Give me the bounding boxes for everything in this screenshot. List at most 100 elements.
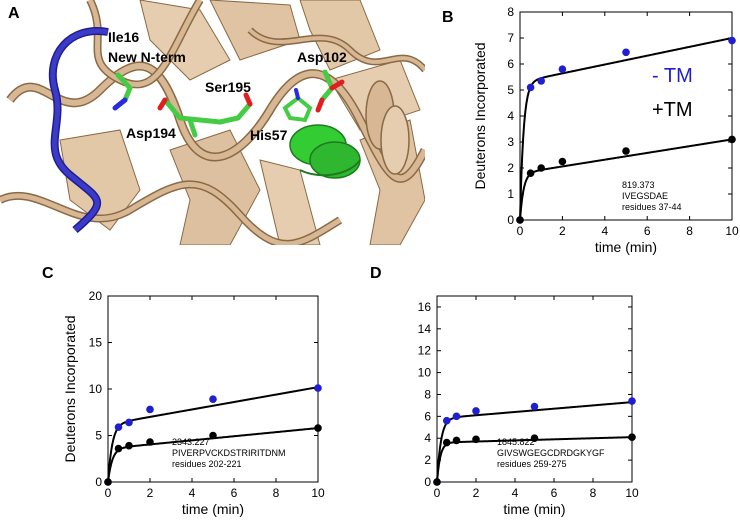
chart-0-y-tick-label: 2 — [507, 161, 514, 175]
peptide-seq-b: IVEGSDAE — [622, 191, 668, 201]
chart-0-y-axis-label: Deuterons Incorporated — [472, 42, 488, 189]
chart-0-series-1-point — [526, 169, 535, 177]
helix-right — [365, 80, 410, 175]
label-asp194: Asp194 — [126, 125, 176, 141]
chart-0-series-0-point — [558, 65, 567, 73]
chart-2-series-0-point — [442, 416, 451, 425]
chart-0-y-tick-label: 0 — [507, 213, 514, 227]
chart-1-x-tick-label: 6 — [231, 486, 238, 500]
chart-2-x-tick-label: 4 — [512, 486, 519, 500]
panel-b-chart: B 0 2 4 6 8 10 0 1 2 3 4 5 6 7 8 time (min) Deuterons In… — [442, 5, 739, 255]
chart-0-x-tick-label: 4 — [601, 224, 608, 238]
chart-0-series-1-point — [728, 135, 736, 144]
chart-0-y-tick-label: 6 — [507, 57, 514, 71]
chart-2-plot-frame — [436, 295, 633, 483]
chart-1-series-1-point — [114, 444, 123, 453]
panel-d-chart: D 0 2 4 6 8 10 0 2 4 6 8 10 12 14 16 time (min) 1845.82… — [370, 265, 639, 517]
peptide-mass-d: 1845.822 — [497, 437, 535, 447]
chart-0-fit-curve-0 — [519, 37, 733, 221]
chart-1-y-tick-label: 20 — [89, 289, 103, 303]
chart-0-x-tick-label: 2 — [559, 224, 566, 238]
chart-2-y-tick-label: 0 — [424, 475, 431, 489]
peptide-seq-d: GIVSWGEGCDRDGKYGF — [497, 448, 605, 458]
chart-0-y-tick-label: 7 — [507, 31, 514, 45]
chart-1-series-1-point — [209, 431, 217, 440]
chart-2-y-tick-label: 6 — [424, 409, 431, 423]
chart-0-y-tick-label: 1 — [507, 187, 514, 201]
peptide-seq-c: PIVERPVCKDSTRIRITDNM — [172, 448, 286, 458]
chart-2-y-tick-label: 12 — [418, 344, 432, 358]
chart-1-x-tick-label: 4 — [189, 486, 196, 500]
chart-2-y-tick-label: 8 — [424, 387, 431, 401]
chart-2-series-0-point — [472, 407, 480, 415]
chart-0-x-tick-label: 10 — [725, 224, 739, 238]
chart-0-x-tick-label: 8 — [686, 224, 693, 238]
label-new-n-term: New N-term — [108, 49, 186, 65]
chart-2-y-tick-label: 2 — [424, 453, 431, 467]
peptide-mass-c: 2343.227 — [172, 437, 210, 447]
label-his57: His57 — [250, 127, 288, 143]
peptide-residues-d: residues 259-275 — [497, 459, 567, 469]
chart-1-series-1-point — [125, 441, 133, 450]
chart-2-fit-curve-0 — [436, 401, 633, 483]
chart-1-series-1-point — [146, 438, 154, 446]
chart-0-series-0-point — [537, 77, 545, 85]
chart-0-x-tick-label: 0 — [517, 224, 524, 238]
panel-a-letter: A — [8, 5, 20, 22]
chart-2-x-tick-label: 10 — [625, 486, 639, 500]
chart-1-y-tick-label: 5 — [95, 429, 102, 443]
panel-d-letter: D — [370, 265, 382, 282]
chart-1-y-tick-label: 10 — [89, 382, 103, 396]
chart-1-series-0-point — [114, 423, 123, 431]
chart-0-series-1-point — [537, 164, 545, 172]
chart-2-series-0-point — [530, 402, 539, 411]
panel-a-structure: A Ile16 New N-term Ser195 Asp102 Asp194 … — [0, 0, 425, 245]
chart-2-series-1-point — [452, 436, 461, 445]
panel-c-letter: C — [42, 265, 54, 282]
chart-2-x-axis-label: time (min) — [503, 501, 565, 517]
chart-2-y-tick-label: 14 — [418, 322, 432, 336]
chart-1-series-0-point — [146, 405, 154, 414]
chart-2-y-tick-label: 4 — [424, 431, 431, 445]
chart-2-x-tick-label: 0 — [434, 486, 441, 500]
chart-2-series-1-point — [433, 478, 441, 486]
chart-0-series-1-point — [516, 216, 524, 224]
legend-minus-tm: - TM — [652, 65, 693, 87]
chart-0-y-tick-label: 5 — [507, 83, 514, 97]
chart-0-x-tick-label: 6 — [644, 224, 651, 238]
protein-ribbon-image — [0, 0, 425, 245]
chart-2-x-tick-label: 6 — [551, 486, 558, 500]
peptide-mass-b: 819.373 — [622, 180, 655, 190]
chart-1-y-axis-label: Deuterons Incorporated — [62, 315, 78, 462]
chart-1-series-0-point — [209, 395, 217, 404]
chart-1-x-tick-label: 8 — [273, 486, 280, 500]
chart-0-x-axis-label: time (min) — [595, 239, 657, 255]
panel-c-chart: C 0 2 4 6 8 10 0 5 10 15 20 time (min) Deuterons Inc… — [42, 265, 325, 517]
chart-0-y-tick-label: 3 — [507, 135, 514, 149]
chart-2-series-1-point — [530, 434, 539, 443]
chart-2-series-0-point — [452, 412, 461, 421]
legend-plus-tm: +TM — [652, 99, 693, 121]
chart-2-y-tick-label: 10 — [418, 366, 432, 380]
residue-sticks — [112, 69, 345, 138]
chart-1-y-tick-label: 0 — [95, 475, 102, 489]
chart-1-y-tick-label: 15 — [89, 336, 103, 350]
chart-1-series-0-point — [125, 418, 133, 427]
chart-2-series-0-point — [628, 397, 636, 405]
chart-0-series-1-point — [558, 157, 567, 166]
chart-0-series-0-point — [728, 36, 736, 45]
chart-0-y-tick-label: 8 — [507, 5, 514, 19]
chart-0-series-0-point — [622, 48, 630, 57]
label-asp102: Asp102 — [297, 49, 347, 65]
peptide-residues-b: residues 37-44 — [622, 202, 682, 212]
chart-1-x-tick-label: 2 — [147, 486, 154, 500]
chart-1-series-1-point — [314, 424, 322, 432]
chart-1-x-axis-label: time (min) — [182, 501, 244, 517]
chart-1-x-tick-label: 0 — [105, 486, 112, 500]
chart-0-y-tick-label: 4 — [507, 109, 514, 123]
label-ser195: Ser195 — [205, 79, 251, 95]
chart-2-x-tick-label: 2 — [473, 486, 480, 500]
chart-0-series-1-point — [622, 147, 630, 155]
peptide-residues-c: residues 202-221 — [172, 459, 242, 469]
